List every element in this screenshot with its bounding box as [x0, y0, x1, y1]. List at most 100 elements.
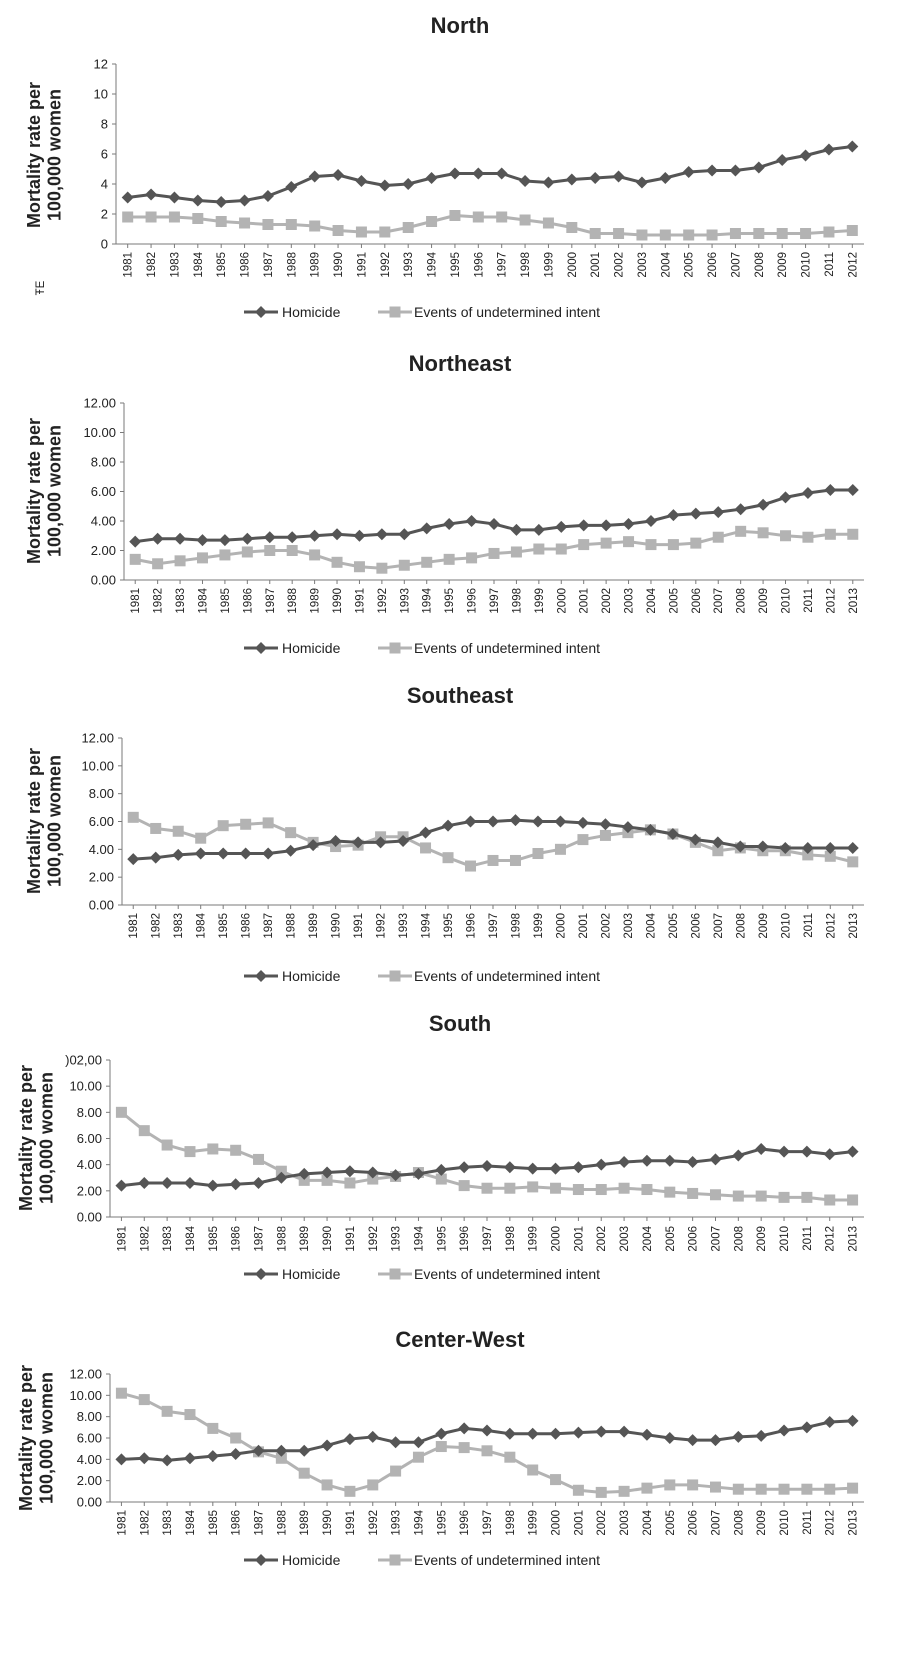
x-tick-label: 2004 [645, 912, 657, 938]
legend: Homicide Events of undetermined intent [244, 968, 600, 984]
data-point-homicide [846, 1145, 859, 1158]
data-point-homicide [389, 1436, 402, 1449]
data-point-homicide [659, 172, 672, 184]
x-tick-label: 1985 [208, 1226, 220, 1252]
x-tick-label: 1990 [322, 1226, 334, 1252]
y-tick-label: 2.00 [91, 543, 116, 558]
x-tick-label: 1988 [276, 1226, 288, 1252]
data-point-homicide [218, 534, 231, 547]
x-tick-label: 1989 [310, 588, 322, 614]
data-point-homicide [215, 196, 228, 208]
data-point-homicide [355, 175, 368, 187]
data-point-homicide [706, 164, 719, 177]
data-point-undetermined [732, 1483, 744, 1495]
data-point-undetermined [550, 1474, 562, 1486]
data-point-undetermined [572, 1484, 584, 1496]
y-tick-label: 6.00 [91, 484, 116, 499]
data-point-undetermined [527, 1464, 539, 1476]
x-tick-label: 1997 [482, 1510, 494, 1536]
data-point-homicide [577, 519, 590, 532]
x-tick-label: 2000 [567, 252, 579, 278]
x-tick-label: 2013 [848, 588, 860, 614]
y-tick-label: 12.00 [81, 731, 114, 746]
x-tick-label: 1996 [459, 1510, 471, 1536]
y-tick-label: 10.00 [83, 425, 116, 440]
data-point-undetermined [207, 1143, 219, 1155]
data-point-homicide [196, 534, 209, 547]
data-point-homicide [495, 167, 508, 180]
y-tick-label: 8.00 [91, 455, 116, 470]
data-point-homicide [174, 532, 187, 545]
x-tick-label: 1997 [488, 913, 500, 939]
data-point-undetermined [286, 545, 298, 556]
x-tick-label: 1981 [128, 913, 140, 939]
x-tick-label: 1987 [263, 252, 275, 278]
data-point-undetermined [554, 843, 566, 855]
data-point-undetermined [599, 829, 611, 841]
data-point-homicide [138, 1176, 151, 1189]
data-point-homicide [846, 841, 859, 854]
data-point-undetermined [595, 1184, 607, 1196]
x-tick-label: 1992 [368, 1510, 380, 1536]
data-point-undetermined [390, 1465, 402, 1477]
legend: Homicide Events of undetermined intent [244, 640, 600, 656]
data-point-undetermined [138, 1394, 150, 1406]
x-tick-label: 1998 [520, 252, 532, 278]
data-point-homicide [191, 194, 204, 207]
x-tick-label: 1982 [146, 252, 158, 278]
data-point-undetermined [824, 528, 836, 540]
data-point-undetermined [161, 1405, 173, 1417]
y-tick-label: 0 [101, 237, 108, 252]
data-point-homicide [682, 166, 695, 178]
data-point-undetermined [645, 539, 657, 551]
data-point-homicide [366, 1166, 379, 1179]
series-undetermined-intent [122, 210, 858, 241]
data-point-undetermined [664, 1186, 676, 1198]
data-point-undetermined [426, 216, 438, 227]
data-point-undetermined [332, 225, 344, 236]
data-point-homicide [168, 191, 181, 204]
data-point-undetermined [823, 226, 835, 238]
data-point-undetermined [757, 527, 769, 539]
data-point-homicide [622, 517, 635, 530]
x-tick-label: 1997 [497, 252, 509, 278]
x-tick-label: 1996 [467, 588, 479, 614]
x-tick-label: 1981 [130, 588, 142, 614]
data-point-homicide [779, 491, 792, 504]
data-point-undetermined [152, 558, 164, 570]
chart-panel-northeast: Northeast Mortality rate per100,000 women… [24, 351, 864, 656]
data-point-undetermined [687, 1479, 699, 1491]
legend-label-undetermined: Events of undetermined intent [414, 1552, 600, 1568]
data-point-homicide [425, 172, 438, 184]
x-tick-label: 2002 [596, 1226, 608, 1252]
data-point-homicide [612, 170, 625, 183]
data-point-undetermined [168, 211, 180, 223]
x-tick-label: 1988 [287, 588, 299, 614]
data-point-homicide [412, 1436, 425, 1449]
data-point-undetermined [496, 211, 508, 223]
data-point-homicide [709, 1434, 722, 1447]
data-point-undetermined [466, 552, 478, 564]
data-point-homicide [353, 529, 366, 542]
data-point-homicide [572, 1426, 585, 1439]
data-point-homicide [308, 529, 321, 542]
x-tick-label: 2009 [758, 588, 770, 614]
data-point-homicide [686, 1156, 699, 1169]
data-point-homicide [640, 1428, 653, 1441]
data-point-undetermined [555, 543, 567, 555]
x-tick-label: 1982 [139, 1510, 151, 1536]
data-point-undetermined [550, 1182, 562, 1194]
data-point-homicide [689, 833, 702, 846]
x-tick-label: 1986 [242, 588, 254, 614]
data-point-undetermined [421, 556, 433, 568]
x-tick-label: 1983 [173, 913, 185, 939]
chart-title: Northeast [409, 351, 512, 376]
data-point-homicide [755, 1429, 768, 1442]
legend-label-undetermined: Events of undetermined intent [414, 968, 600, 984]
x-tick-label: 1982 [151, 913, 163, 939]
data-point-homicide [229, 1178, 242, 1191]
x-tick-label: 2002 [596, 1510, 608, 1536]
data-point-undetermined [824, 1194, 836, 1206]
legend-marker-homicide [255, 642, 267, 654]
